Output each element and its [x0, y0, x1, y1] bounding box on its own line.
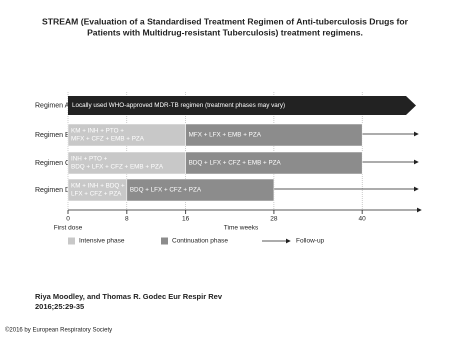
- x-axis-label: Time weeks: [224, 225, 259, 232]
- legend-label: Follow-up: [296, 238, 325, 245]
- row-label: Regimen A: [35, 102, 70, 109]
- legend-swatch: [161, 237, 168, 245]
- bar-label: KM + INH + PTO +: [71, 128, 124, 135]
- row-label: Regimen B: [35, 132, 70, 139]
- row-label: Regimen D: [35, 187, 70, 194]
- chart-title: Patients with Multidrug-resistant Tuberc…: [87, 27, 363, 37]
- legend-swatch: [68, 237, 75, 245]
- continuation-bar: [126, 178, 275, 202]
- bar-label: Locally used WHO-approved MDR-TB regimen…: [72, 102, 285, 109]
- bar-label: BDQ + LFX + CFZ + EMB + PZA: [189, 160, 282, 167]
- bar-label: MFX + CFZ + EMB + PZA: [71, 136, 145, 143]
- x-tick-label: 40: [359, 216, 367, 223]
- bar-label: INH + PTO +: [71, 156, 108, 163]
- x-tick-label: 0: [66, 216, 70, 223]
- legend-label: Continuation phase: [172, 238, 228, 245]
- row-label: Regimen C: [35, 160, 70, 167]
- continuation-bar: [185, 123, 363, 147]
- x-tick-label: 16: [182, 216, 190, 223]
- bar-label: LFX + CFZ + PZA: [71, 191, 122, 198]
- x-start-label: First dose: [54, 225, 83, 232]
- citation: Riya Moodley, and Thomas R. Godec Eur Re…: [35, 292, 223, 301]
- bar-label: MFX + LFX + EMB + PZA: [189, 132, 262, 139]
- continuation-bar: [185, 151, 363, 175]
- copyright: ©2016 by European Respiratory Society: [5, 327, 112, 334]
- bar-label: BDQ + LFX + CFZ + PZA: [130, 187, 202, 194]
- chart-title: STREAM (Evaluation of a Standardised Tre…: [42, 16, 409, 26]
- x-tick-label: 8: [125, 216, 129, 223]
- bar-label: BDQ + LFX + CFZ + EMB + PZA: [71, 164, 164, 171]
- legend-label: Intensive phase: [79, 238, 125, 245]
- bar-label: KM + INH + BDQ +: [71, 183, 125, 190]
- x-tick-label: 28: [270, 216, 278, 223]
- citation: 2016;25:29-35: [35, 302, 84, 311]
- fixed-regimen-bar: [68, 96, 416, 115]
